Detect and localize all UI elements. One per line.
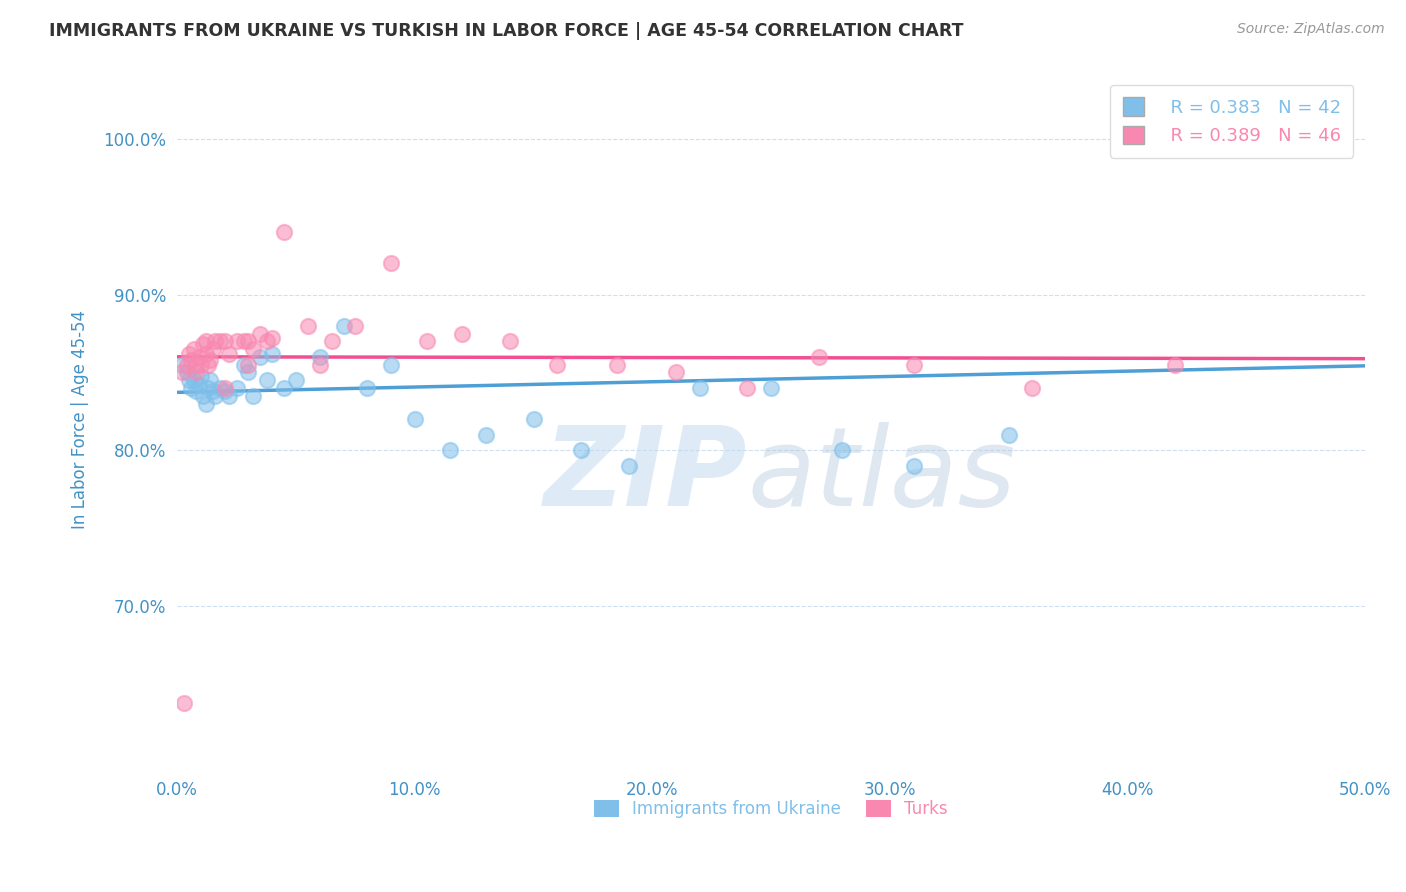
Point [308,358,330,372]
Text: IMMIGRANTS FROM UKRAINE VS TURKISH IN LABOR FORCE | AGE 45-54 CORRELATION CHART: IMMIGRANTS FROM UKRAINE VS TURKISH IN LA… [49,22,963,40]
Point [170,358,193,372]
Text: ZIP: ZIP [544,422,747,529]
Point [415,334,437,349]
Point [689,381,711,395]
Point [190,358,212,372]
Point [569,443,592,458]
Point [187,350,209,364]
Point [242,342,264,356]
Point [499,334,522,349]
Point [200,353,222,368]
Point [186,384,208,399]
Point [190,368,212,383]
Point [232,334,254,349]
Point [308,350,330,364]
Point [451,326,474,341]
Point [186,366,208,380]
Point [183,373,205,387]
Point [997,427,1019,442]
Legend: Immigrants from Ukraine, Turks: Immigrants from Ukraine, Turks [588,793,955,825]
Point [218,347,240,361]
Point [1306,131,1329,145]
Y-axis label: In Labor Force | Age 45-54: In Labor Force | Age 45-54 [72,310,89,529]
Point [903,358,925,372]
Point [238,334,260,349]
Point [249,350,271,364]
Point [546,358,568,372]
Point [759,381,782,395]
Point [176,366,198,380]
Point [201,384,224,399]
Point [183,342,205,356]
Point [256,373,278,387]
Point [606,358,628,372]
Point [404,412,426,426]
Point [380,256,402,270]
Point [380,358,402,372]
Point [170,366,193,380]
Point [187,378,209,392]
Point [204,389,226,403]
Point [197,381,219,395]
Point [238,366,260,380]
Point [735,381,758,395]
Point [356,381,378,395]
Point [475,427,498,442]
Point [831,443,853,458]
Point [249,326,271,341]
Point [344,318,367,333]
Point [665,366,688,380]
Point [332,318,354,333]
Point [218,389,240,403]
Point [176,358,198,372]
Point [1021,381,1043,395]
Point [262,347,284,361]
Point [194,347,217,361]
Point [225,381,247,395]
Point [214,381,236,395]
Point [204,334,226,349]
Point [214,384,236,399]
Point [194,397,217,411]
Point [1164,358,1187,372]
Point [321,334,343,349]
Point [194,334,217,349]
Point [214,334,236,349]
Point [186,358,208,372]
Point [273,381,295,395]
Point [200,373,222,387]
Point [179,347,201,361]
Point [439,443,461,458]
Point [238,358,260,372]
Point [256,334,278,349]
Point [208,334,231,349]
Point [617,458,640,473]
Point [522,412,544,426]
Point [180,353,202,368]
Point [232,358,254,372]
Point [179,373,201,387]
Point [297,318,319,333]
Point [201,342,224,356]
Point [225,334,247,349]
Point [180,381,202,395]
Point [262,331,284,345]
Point [903,458,925,473]
Point [285,373,308,387]
Text: atlas: atlas [747,422,1017,529]
Point [242,389,264,403]
Point [208,381,231,395]
Point [807,350,830,364]
Point [273,225,295,239]
Point [193,389,215,403]
Point [193,337,215,351]
Point [173,696,195,710]
Point [197,358,219,372]
Text: Source: ZipAtlas.com: Source: ZipAtlas.com [1237,22,1385,37]
